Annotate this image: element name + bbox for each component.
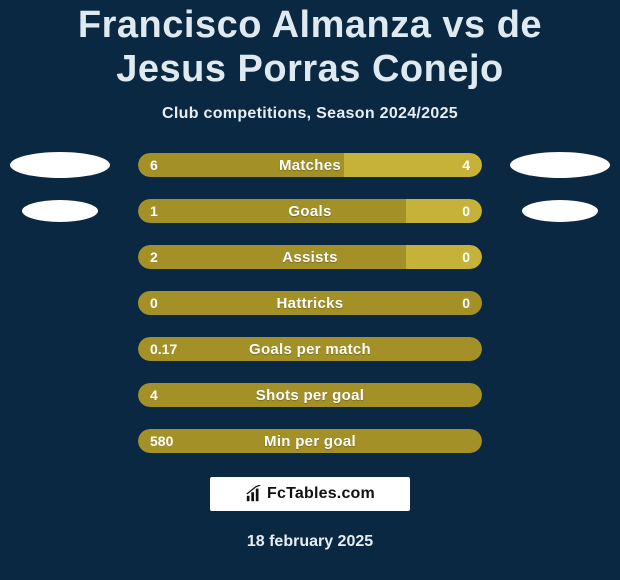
- value-left: 580: [150, 433, 173, 449]
- value-left: 1: [150, 203, 158, 219]
- fill-left: [138, 245, 406, 269]
- player-marker-right: [522, 200, 598, 222]
- value-right: 0: [462, 295, 470, 311]
- subtitle: Club competitions, Season 2024/2025: [0, 105, 620, 123]
- stat-row: Shots per goal 4: [0, 383, 620, 407]
- fill-left: [138, 199, 406, 223]
- page-title: Francisco Almanza vs de Jesus Porras Con…: [0, 0, 620, 91]
- stat-row: Hattricks 0 0: [0, 291, 620, 315]
- stat-label: Min per goal: [264, 433, 356, 450]
- stat-label: Shots per goal: [256, 387, 364, 404]
- value-right: 0: [462, 203, 470, 219]
- value-right: 0: [462, 249, 470, 265]
- stat-label: Goals: [288, 203, 331, 220]
- player-marker-left: [22, 200, 98, 222]
- stat-label: Assists: [282, 249, 337, 266]
- stat-pill: Matches 6 4: [138, 153, 482, 177]
- fill-right: [406, 245, 482, 269]
- value-right: 4: [462, 157, 470, 173]
- stat-label: Hattricks: [277, 295, 344, 312]
- stat-pill: Hattricks 0 0: [138, 291, 482, 315]
- value-left: 6: [150, 157, 158, 173]
- value-left: 2: [150, 249, 158, 265]
- stat-row: Assists 2 0: [0, 245, 620, 269]
- stat-row: Matches 6 4: [0, 153, 620, 177]
- footer-date: 18 february 2025: [0, 533, 620, 551]
- player-marker-left: [10, 152, 110, 178]
- stats-container: Matches64Goals10Assists20Hattricks00Goal…: [0, 153, 620, 453]
- source-logo: FcTables.com: [210, 477, 410, 511]
- value-left: 0: [150, 295, 158, 311]
- stat-row: Goals per match 0.17: [0, 337, 620, 361]
- stat-pill: Goals 1 0: [138, 199, 482, 223]
- stat-pill: Assists 2 0: [138, 245, 482, 269]
- stat-pill: Goals per match 0.17: [138, 337, 482, 361]
- logo-text: FcTables.com: [267, 485, 375, 503]
- fill-right: [406, 199, 482, 223]
- stat-row: Min per goal 580: [0, 429, 620, 453]
- stat-label: Matches: [279, 157, 341, 174]
- stat-pill: Min per goal 580: [138, 429, 482, 453]
- stat-label: Goals per match: [249, 341, 371, 358]
- value-left: 0.17: [150, 341, 177, 357]
- stat-row: Goals 1 0: [0, 199, 620, 223]
- player-marker-right: [510, 152, 610, 178]
- stat-pill: Shots per goal 4: [138, 383, 482, 407]
- chart-icon: [245, 485, 263, 503]
- value-left: 4: [150, 387, 158, 403]
